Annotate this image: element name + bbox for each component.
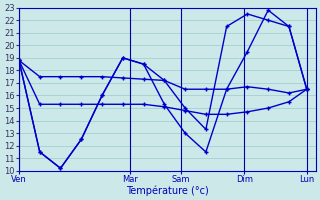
X-axis label: Température (°c): Température (°c): [126, 185, 209, 196]
